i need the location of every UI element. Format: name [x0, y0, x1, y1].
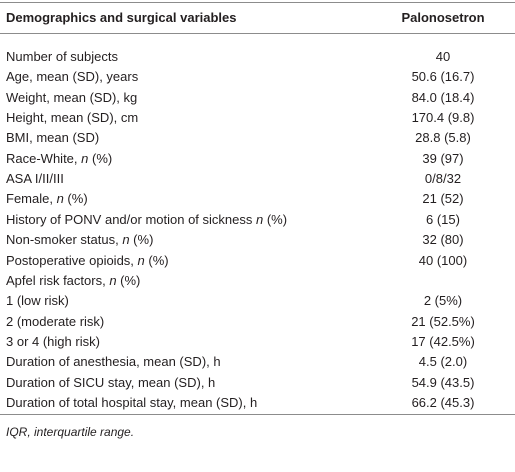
row-label: Race-White, n (%) — [6, 151, 112, 167]
label-text: Race-White, — [6, 150, 82, 166]
row-value: 84.0 (18.4) — [411, 89, 475, 105]
row-label: Age, mean (SD), years — [6, 69, 138, 85]
label-text: Number of subjects — [6, 49, 118, 64]
label-text: Duration of anesthesia, mean (SD), h — [6, 354, 221, 370]
row-label: Number of subjects — [6, 49, 118, 65]
header-cell: Demographics and surgical variables — [6, 10, 237, 25]
row-value: 40 (100) — [418, 252, 468, 268]
row-value: 170.4 (9.8) — [411, 110, 475, 126]
italic-symbol: n — [56, 191, 64, 207]
row-value: 2 (5%) — [423, 293, 463, 309]
label-text: (%) — [263, 211, 288, 227]
label-text: (%) — [63, 191, 88, 207]
label-text: Age, mean (SD), years — [6, 69, 139, 85]
row-value: 21 (52) — [422, 191, 464, 207]
row-value: 40 — [435, 49, 451, 64]
row-label: Weight, mean (SD), kg — [6, 90, 137, 106]
row-label: History of PONV and/or motion of sicknes… — [6, 212, 287, 228]
italic-symbol: n — [137, 252, 145, 268]
row-label: Duration of SICU stay, mean (SD), h — [6, 375, 215, 391]
label-text: (%) — [88, 150, 113, 166]
row-label: Postoperative opioids, n (%) — [6, 253, 169, 269]
row-label: 1 (low risk) — [6, 293, 69, 309]
label-text: Duration of SICU stay, mean (SD), h — [6, 374, 216, 390]
row-value: 21 (52.5%) — [411, 313, 475, 329]
row-value: 39 (97) — [422, 150, 464, 166]
row-value: 28.8 (5.8) — [415, 130, 471, 146]
row-label: Non-smoker status, n (%) — [6, 232, 153, 248]
row-label: Female, n (%) — [6, 191, 88, 207]
row-value: 0/8/32 — [424, 171, 462, 187]
italic-symbol: n — [255, 211, 264, 227]
row-label: 3 or 4 (high risk) — [6, 334, 100, 350]
row-label: 2 (moderate risk) — [6, 314, 104, 330]
italic-symbol: n — [81, 150, 89, 166]
row-label: Height, mean (SD), cm — [6, 110, 138, 126]
label-text: Non-smoker status, — [6, 232, 123, 248]
rule — [0, 33, 515, 34]
row-label: Duration of total hospital stay, mean (S… — [6, 395, 257, 411]
row-value: 50.6 (16.7) — [411, 69, 475, 85]
label-text: Postoperative opioids, — [6, 252, 138, 268]
row-value: 54.9 (43.5) — [411, 374, 475, 390]
row-label: BMI, mean (SD) — [6, 130, 99, 146]
label-text: (%) — [144, 252, 169, 268]
header-cell: Palonosetron — [401, 10, 485, 25]
label-text: 2 (moderate risk) — [6, 313, 105, 329]
label-text: Apfel risk factors, — [6, 272, 110, 288]
label-text: Weight, mean (SD), kg — [6, 89, 138, 105]
row-label: Apfel risk factors, n (%) — [6, 273, 140, 289]
label-text: History of PONV and/or motion of sicknes… — [6, 211, 256, 227]
footnote: IQR, interquartile range. — [6, 425, 135, 439]
label-text: 1 (low risk) — [6, 293, 69, 309]
rule — [0, 414, 515, 415]
italic-symbol: n — [122, 232, 130, 248]
row-value: 6 (15) — [426, 211, 460, 227]
label-text: ASA I/II/III — [6, 171, 64, 187]
label-text: (%) — [116, 272, 141, 288]
label-text: Female, — [6, 191, 57, 207]
label-text: Duration of total hospital stay, mean (S… — [6, 394, 258, 410]
row-value: 4.5 (2.0) — [418, 354, 468, 370]
label-text: 3 or 4 (high risk) — [6, 333, 100, 349]
row-label: Duration of anesthesia, mean (SD), h — [6, 354, 221, 370]
row-label: ASA I/II/III — [6, 171, 64, 187]
row-value: 17 (42.5%) — [411, 333, 475, 349]
label-text: (%) — [129, 232, 154, 248]
row-value: 32 (80) — [422, 232, 464, 248]
rule — [0, 2, 515, 3]
italic-symbol: n — [109, 272, 117, 288]
label-text: BMI, mean (SD) — [6, 130, 100, 146]
row-value: 66.2 (45.3) — [411, 394, 475, 410]
label-text: Height, mean (SD), cm — [6, 110, 139, 126]
